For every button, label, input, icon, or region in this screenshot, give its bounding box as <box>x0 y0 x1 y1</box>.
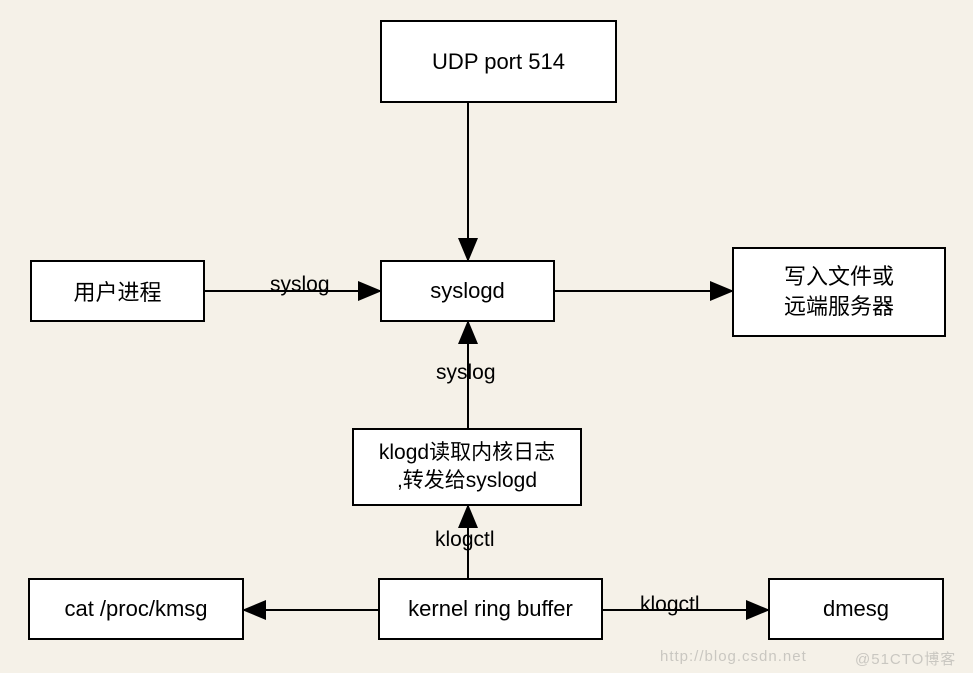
node-udp: UDP port 514 <box>380 20 617 103</box>
node-syslogd: syslogd <box>380 260 555 322</box>
watermark-51cto: @51CTO博客 <box>855 648 956 669</box>
node-user: 用户进程 <box>30 260 205 322</box>
node-out-label: 写入文件或 远端服务器 <box>784 262 894 321</box>
node-syslogd-label: syslogd <box>430 278 505 304</box>
node-buf-label: kernel ring buffer <box>408 596 573 622</box>
edge-label-buf-dmesg: klogctl <box>640 593 700 617</box>
node-proc: cat /proc/kmsg <box>28 578 244 640</box>
node-out: 写入文件或 远端服务器 <box>732 247 946 337</box>
edge-label-klogd-syslogd: syslog <box>436 361 496 385</box>
node-klogd-label: klogd读取内核日志 ,转发给syslogd <box>379 439 555 496</box>
edge-label-user-syslogd: syslog <box>270 273 330 297</box>
watermark-csdn: http://blog.csdn.net <box>660 648 807 665</box>
node-dmesg-label: dmesg <box>823 596 889 622</box>
node-user-label: 用户进程 <box>73 275 161 307</box>
node-dmesg: dmesg <box>768 578 944 640</box>
edge-label-buf-klogd: klogctl <box>435 528 495 552</box>
node-udp-label: UDP port 514 <box>432 49 565 75</box>
node-klogd: klogd读取内核日志 ,转发给syslogd <box>352 428 582 506</box>
node-proc-label: cat /proc/kmsg <box>64 596 207 622</box>
node-buf: kernel ring buffer <box>378 578 603 640</box>
